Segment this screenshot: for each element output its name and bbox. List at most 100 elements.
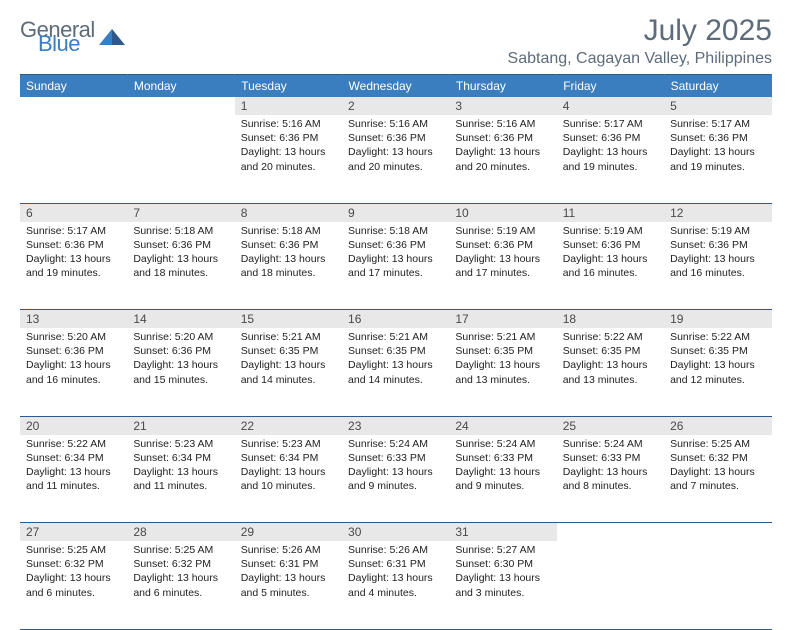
week-number-row: 20212223242526 [20, 416, 772, 435]
day-body-cell: Sunrise: 5:26 AMSunset: 6:31 PMDaylight:… [235, 541, 342, 629]
day-header: Friday [557, 75, 664, 98]
day-details: Sunrise: 5:16 AMSunset: 6:36 PMDaylight:… [342, 115, 449, 180]
day-details: Sunrise: 5:17 AMSunset: 6:36 PMDaylight:… [20, 222, 127, 287]
day-details: Sunrise: 5:21 AMSunset: 6:35 PMDaylight:… [235, 328, 342, 393]
logo-triangle-icon [99, 27, 125, 47]
day-header: Sunday [20, 75, 127, 98]
day-body-cell: Sunrise: 5:19 AMSunset: 6:36 PMDaylight:… [664, 222, 771, 310]
day-details: Sunrise: 5:18 AMSunset: 6:36 PMDaylight:… [235, 222, 342, 287]
day-details: Sunrise: 5:25 AMSunset: 6:32 PMDaylight:… [20, 541, 127, 606]
day-body-cell [20, 115, 127, 203]
title-block: July 2025 Sabtang, Cagayan Valley, Phili… [508, 14, 772, 68]
day-details: Sunrise: 5:18 AMSunset: 6:36 PMDaylight:… [342, 222, 449, 287]
day-number-cell: 21 [127, 416, 234, 435]
day-number-cell: 28 [127, 523, 234, 542]
header: General Blue July 2025 Sabtang, Cagayan … [20, 14, 772, 68]
day-number-cell [20, 97, 127, 115]
day-number-cell: 23 [342, 416, 449, 435]
day-number-cell: 26 [664, 416, 771, 435]
week-number-row: 13141516171819 [20, 310, 772, 329]
day-details: Sunrise: 5:22 AMSunset: 6:35 PMDaylight:… [664, 328, 771, 393]
day-number-cell: 13 [20, 310, 127, 329]
day-number-cell: 30 [342, 523, 449, 542]
day-number-cell: 3 [449, 97, 556, 115]
day-details: Sunrise: 5:23 AMSunset: 6:34 PMDaylight:… [235, 435, 342, 500]
day-number-cell: 7 [127, 203, 234, 222]
day-body-cell: Sunrise: 5:27 AMSunset: 6:30 PMDaylight:… [449, 541, 556, 629]
day-details: Sunrise: 5:26 AMSunset: 6:31 PMDaylight:… [342, 541, 449, 606]
day-number-cell: 22 [235, 416, 342, 435]
day-body-cell: Sunrise: 5:16 AMSunset: 6:36 PMDaylight:… [449, 115, 556, 203]
day-details: Sunrise: 5:19 AMSunset: 6:36 PMDaylight:… [557, 222, 664, 287]
day-number-cell: 29 [235, 523, 342, 542]
day-number-cell [664, 523, 771, 542]
day-number-cell: 8 [235, 203, 342, 222]
week-number-row: 12345 [20, 97, 772, 115]
week-body-row: Sunrise: 5:22 AMSunset: 6:34 PMDaylight:… [20, 435, 772, 523]
day-body-cell: Sunrise: 5:18 AMSunset: 6:36 PMDaylight:… [235, 222, 342, 310]
day-header: Monday [127, 75, 234, 98]
day-details: Sunrise: 5:25 AMSunset: 6:32 PMDaylight:… [664, 435, 771, 500]
day-body-cell: Sunrise: 5:23 AMSunset: 6:34 PMDaylight:… [235, 435, 342, 523]
day-header: Wednesday [342, 75, 449, 98]
day-details: Sunrise: 5:23 AMSunset: 6:34 PMDaylight:… [127, 435, 234, 500]
day-number-cell: 6 [20, 203, 127, 222]
day-details: Sunrise: 5:22 AMSunset: 6:35 PMDaylight:… [557, 328, 664, 393]
day-body-cell: Sunrise: 5:22 AMSunset: 6:35 PMDaylight:… [557, 328, 664, 416]
day-details: Sunrise: 5:24 AMSunset: 6:33 PMDaylight:… [342, 435, 449, 500]
day-details: Sunrise: 5:20 AMSunset: 6:36 PMDaylight:… [127, 328, 234, 393]
week-body-row: Sunrise: 5:17 AMSunset: 6:36 PMDaylight:… [20, 222, 772, 310]
month-title: July 2025 [508, 14, 772, 48]
day-body-cell: Sunrise: 5:24 AMSunset: 6:33 PMDaylight:… [557, 435, 664, 523]
day-number-cell [557, 523, 664, 542]
day-body-cell: Sunrise: 5:17 AMSunset: 6:36 PMDaylight:… [664, 115, 771, 203]
day-details: Sunrise: 5:17 AMSunset: 6:36 PMDaylight:… [664, 115, 771, 180]
day-header: Thursday [449, 75, 556, 98]
day-number-cell: 11 [557, 203, 664, 222]
day-body-cell: Sunrise: 5:25 AMSunset: 6:32 PMDaylight:… [127, 541, 234, 629]
day-body-cell: Sunrise: 5:19 AMSunset: 6:36 PMDaylight:… [557, 222, 664, 310]
day-body-cell: Sunrise: 5:24 AMSunset: 6:33 PMDaylight:… [449, 435, 556, 523]
day-body-cell: Sunrise: 5:25 AMSunset: 6:32 PMDaylight:… [664, 435, 771, 523]
day-number-cell: 31 [449, 523, 556, 542]
day-body-cell: Sunrise: 5:22 AMSunset: 6:34 PMDaylight:… [20, 435, 127, 523]
day-body-cell: Sunrise: 5:22 AMSunset: 6:35 PMDaylight:… [664, 328, 771, 416]
day-body-cell: Sunrise: 5:24 AMSunset: 6:33 PMDaylight:… [342, 435, 449, 523]
week-body-row: Sunrise: 5:20 AMSunset: 6:36 PMDaylight:… [20, 328, 772, 416]
day-body-cell: Sunrise: 5:18 AMSunset: 6:36 PMDaylight:… [342, 222, 449, 310]
day-details: Sunrise: 5:24 AMSunset: 6:33 PMDaylight:… [449, 435, 556, 500]
week-body-row: Sunrise: 5:16 AMSunset: 6:36 PMDaylight:… [20, 115, 772, 203]
day-number-cell: 17 [449, 310, 556, 329]
week-number-row: 2728293031 [20, 523, 772, 542]
day-number-cell: 2 [342, 97, 449, 115]
day-number-cell: 12 [664, 203, 771, 222]
day-number-cell: 5 [664, 97, 771, 115]
day-number-cell: 24 [449, 416, 556, 435]
day-number-cell: 4 [557, 97, 664, 115]
week-number-row: 6789101112 [20, 203, 772, 222]
day-body-cell: Sunrise: 5:21 AMSunset: 6:35 PMDaylight:… [342, 328, 449, 416]
day-body-cell: Sunrise: 5:17 AMSunset: 6:36 PMDaylight:… [20, 222, 127, 310]
logo: General Blue [20, 14, 125, 54]
day-details: Sunrise: 5:16 AMSunset: 6:36 PMDaylight:… [449, 115, 556, 180]
day-header: Tuesday [235, 75, 342, 98]
day-header-row: SundayMondayTuesdayWednesdayThursdayFrid… [20, 75, 772, 98]
day-details: Sunrise: 5:24 AMSunset: 6:33 PMDaylight:… [557, 435, 664, 500]
day-body-cell: Sunrise: 5:25 AMSunset: 6:32 PMDaylight:… [20, 541, 127, 629]
day-details: Sunrise: 5:16 AMSunset: 6:36 PMDaylight:… [235, 115, 342, 180]
day-details: Sunrise: 5:22 AMSunset: 6:34 PMDaylight:… [20, 435, 127, 500]
day-details: Sunrise: 5:19 AMSunset: 6:36 PMDaylight:… [449, 222, 556, 287]
day-header: Saturday [664, 75, 771, 98]
day-body-cell: Sunrise: 5:17 AMSunset: 6:36 PMDaylight:… [557, 115, 664, 203]
day-body-cell: Sunrise: 5:18 AMSunset: 6:36 PMDaylight:… [127, 222, 234, 310]
day-body-cell: Sunrise: 5:19 AMSunset: 6:36 PMDaylight:… [449, 222, 556, 310]
location: Sabtang, Cagayan Valley, Philippines [508, 50, 772, 68]
day-number-cell: 15 [235, 310, 342, 329]
day-details: Sunrise: 5:19 AMSunset: 6:36 PMDaylight:… [664, 222, 771, 287]
day-number-cell: 14 [127, 310, 234, 329]
day-number-cell: 9 [342, 203, 449, 222]
day-body-cell: Sunrise: 5:26 AMSunset: 6:31 PMDaylight:… [342, 541, 449, 629]
day-body-cell: Sunrise: 5:23 AMSunset: 6:34 PMDaylight:… [127, 435, 234, 523]
day-body-cell: Sunrise: 5:16 AMSunset: 6:36 PMDaylight:… [342, 115, 449, 203]
day-body-cell: Sunrise: 5:20 AMSunset: 6:36 PMDaylight:… [127, 328, 234, 416]
